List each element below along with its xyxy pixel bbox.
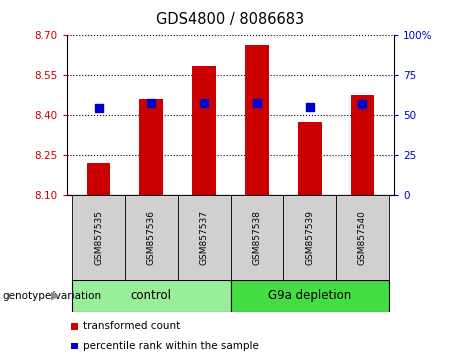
Point bbox=[95, 105, 102, 111]
Text: GSM857535: GSM857535 bbox=[94, 210, 103, 265]
Text: GSM857536: GSM857536 bbox=[147, 210, 156, 265]
Point bbox=[148, 100, 155, 106]
FancyBboxPatch shape bbox=[336, 195, 389, 280]
FancyBboxPatch shape bbox=[230, 280, 389, 312]
Text: genotype/variation: genotype/variation bbox=[2, 291, 101, 301]
FancyBboxPatch shape bbox=[125, 195, 177, 280]
FancyBboxPatch shape bbox=[72, 280, 230, 312]
Point bbox=[359, 101, 366, 107]
FancyBboxPatch shape bbox=[177, 195, 230, 280]
Text: GSM857538: GSM857538 bbox=[252, 210, 261, 265]
Bar bbox=[139, 99, 163, 195]
Text: GSM857537: GSM857537 bbox=[200, 210, 209, 265]
Text: transformed count: transformed count bbox=[83, 321, 180, 331]
Text: GSM857539: GSM857539 bbox=[305, 210, 314, 265]
Text: ▶: ▶ bbox=[51, 291, 59, 301]
Text: GSM857540: GSM857540 bbox=[358, 210, 367, 265]
FancyBboxPatch shape bbox=[230, 195, 284, 280]
Bar bbox=[298, 122, 322, 195]
FancyBboxPatch shape bbox=[72, 195, 125, 280]
Text: G9a depletion: G9a depletion bbox=[268, 289, 351, 302]
Point bbox=[253, 100, 260, 106]
Bar bbox=[87, 163, 110, 195]
Text: control: control bbox=[131, 289, 172, 302]
Bar bbox=[245, 45, 269, 195]
Point bbox=[306, 104, 313, 109]
FancyBboxPatch shape bbox=[284, 195, 336, 280]
Bar bbox=[192, 66, 216, 195]
Text: GDS4800 / 8086683: GDS4800 / 8086683 bbox=[156, 12, 305, 27]
Text: percentile rank within the sample: percentile rank within the sample bbox=[83, 341, 259, 350]
Point bbox=[201, 100, 208, 106]
Bar bbox=[351, 95, 374, 195]
